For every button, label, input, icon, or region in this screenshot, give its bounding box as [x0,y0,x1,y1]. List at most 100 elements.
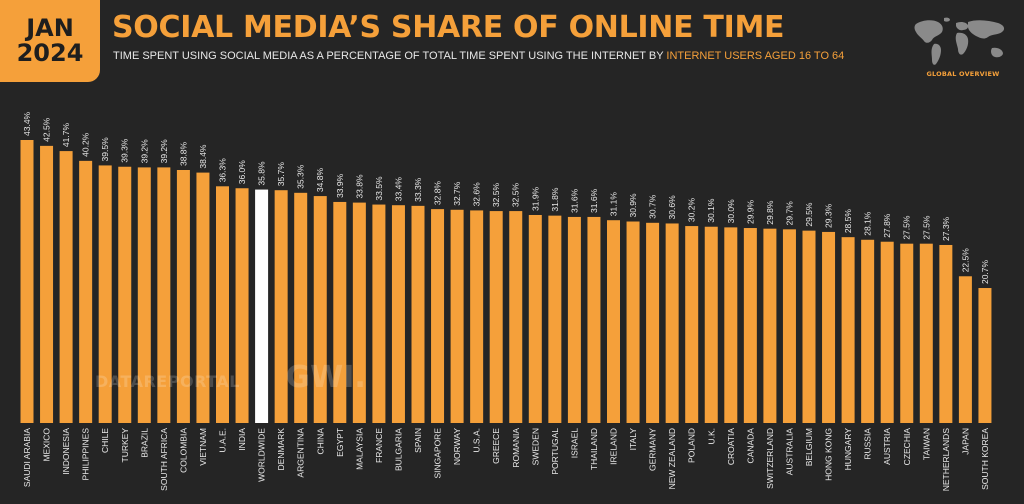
bar-colombia [176,170,190,423]
value-label: 30.6% [667,195,677,220]
category-label: SINGAPORE [433,428,443,479]
date-badge: JAN 2024 [0,0,100,82]
bar-u-s-a [470,210,484,423]
bar-greece [489,211,503,423]
value-label: 28.5% [843,209,853,234]
category-label: GERMANY [648,428,658,471]
bar-india [235,188,249,423]
bar-romania [509,211,523,423]
value-label: 30.7% [648,194,658,219]
bar-worldwide [255,189,269,423]
bar-austria [880,241,894,423]
category-label: PHILIPPINES [81,428,91,481]
category-label: ROMANIA [511,428,521,468]
bar-hong-kong [822,231,836,423]
value-label: 33.8% [354,174,364,199]
category-label: HONG KONG [824,428,834,481]
category-label: CHILE [100,428,110,453]
category-label: INDONESIA [61,428,71,475]
category-label: THAILAND [589,428,599,470]
category-label: BELGIUM [804,428,814,466]
bar-ireland [607,220,620,423]
value-label: 27.5% [921,215,931,240]
bar-thailand [587,216,601,423]
bar-portugal [548,215,562,423]
category-label: RUSSIA [863,428,873,460]
value-label: 29.5% [804,202,814,227]
category-label: MALAYSIA [354,428,364,470]
value-label: 27.8% [882,213,892,238]
value-label: 35.8% [257,161,267,186]
value-label: 29.7% [784,201,794,226]
category-label: WORLDWIDE [257,428,267,482]
value-label: 29.9% [745,199,755,224]
category-label: ISRAEL [569,428,579,459]
category-label: AUSTRIA [882,428,892,465]
category-label: DENMARK [276,428,286,471]
category-label: BULGARIA [393,428,403,471]
bar-saudi-arabia [20,140,34,423]
category-label: U.S.A. [472,428,482,453]
value-label: 39.5% [100,137,110,162]
value-label: 41.7% [61,123,71,148]
bar-singapore [431,209,445,423]
category-label: NEW ZEALAND [667,428,677,489]
category-label: POLAND [687,428,697,463]
bar-china [313,196,327,423]
category-label: INDIA [237,428,247,451]
value-label: 33.4% [393,177,403,202]
value-label: 34.8% [315,168,325,193]
category-label: TAIWAN [921,428,931,460]
category-label: ARGENTINA [296,428,306,478]
bar-italy [626,221,640,423]
value-label: 36.0% [237,160,247,185]
category-label: U.A.E. [218,428,228,453]
category-label: U.K. [706,428,716,445]
bar-malaysia [352,202,366,423]
category-label: FRANCE [374,428,384,463]
bar-canada [743,228,757,423]
category-label: VIETNAM [198,428,208,466]
value-label: 31.1% [609,192,619,217]
category-label: CROATIA [726,428,736,465]
value-label: 33.5% [374,176,384,201]
category-label: SOUTH AFRICA [159,428,169,491]
chart-subtitle: TIME SPENT USING SOCIAL MEDIA AS A PERCE… [113,50,844,62]
value-label: 32.5% [491,183,501,208]
category-label: SWEDEN [530,428,540,465]
value-label: 20.7% [980,259,990,284]
bar-egypt [333,201,347,423]
bar-south-korea [978,288,992,423]
value-label: 29.3% [824,203,834,228]
category-label: PORTUGAL [550,428,560,475]
category-label: IRELAND [609,428,619,465]
value-label: 32.6% [472,182,482,207]
date-year: 2024 [16,39,84,67]
value-label: 39.3% [120,138,130,163]
category-label: HUNGARY [843,428,853,471]
value-label: 31.6% [569,188,579,213]
value-label: 22.5% [960,248,970,273]
bar-chile [98,165,112,423]
bar-croatia [724,227,738,423]
bar-netherlands [939,244,953,423]
bar-switzerland [763,228,777,423]
bar-norway [450,209,464,423]
value-label: 43.4% [22,111,32,136]
bar-poland [685,226,699,423]
bar-france [372,204,386,423]
bar-vietnam [196,172,210,423]
category-label: NORWAY [452,428,462,465]
value-label: 32.7% [452,181,462,206]
category-label: NETHERLANDS [941,428,951,492]
subtitle-highlight: INTERNET USERS AGED 16 TO 64 [666,50,845,62]
bar-bulgaria [391,205,405,423]
chart-title: SOCIAL MEDIA’S SHARE OF ONLINE TIME [112,10,785,45]
bar-denmark [274,190,288,423]
bar-argentina [294,192,308,423]
value-label: 29.8% [765,200,775,225]
value-label: 32.5% [511,183,521,208]
bar-u-a-e [216,186,229,423]
value-label: 31.6% [589,188,599,213]
